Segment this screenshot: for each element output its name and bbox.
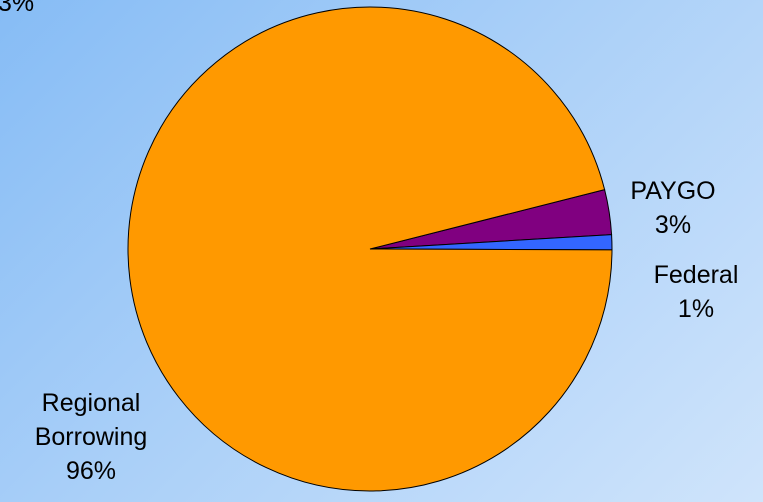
regional-borrowing-percent: 96% bbox=[65, 457, 117, 485]
slice-label-regional-borrowing: Regional Borrowing 96% bbox=[16, 386, 166, 488]
regional-borrowing-line2: Borrowing bbox=[34, 423, 148, 451]
regional-borrowing-line1: Regional bbox=[41, 389, 141, 417]
slice-label-federal: Federal 1% bbox=[636, 258, 756, 326]
federal-name: Federal bbox=[653, 261, 739, 289]
cut-off-percent-label: 3% bbox=[0, 0, 35, 17]
slice-label-paygo: PAYGO 3% bbox=[628, 174, 718, 242]
pie-slices bbox=[127, 6, 613, 492]
paygo-name: PAYGO bbox=[630, 177, 716, 205]
federal-percent: 1% bbox=[677, 295, 715, 323]
pie-slice-regional-borrowing bbox=[127, 6, 613, 492]
paygo-percent: 3% bbox=[654, 211, 692, 239]
